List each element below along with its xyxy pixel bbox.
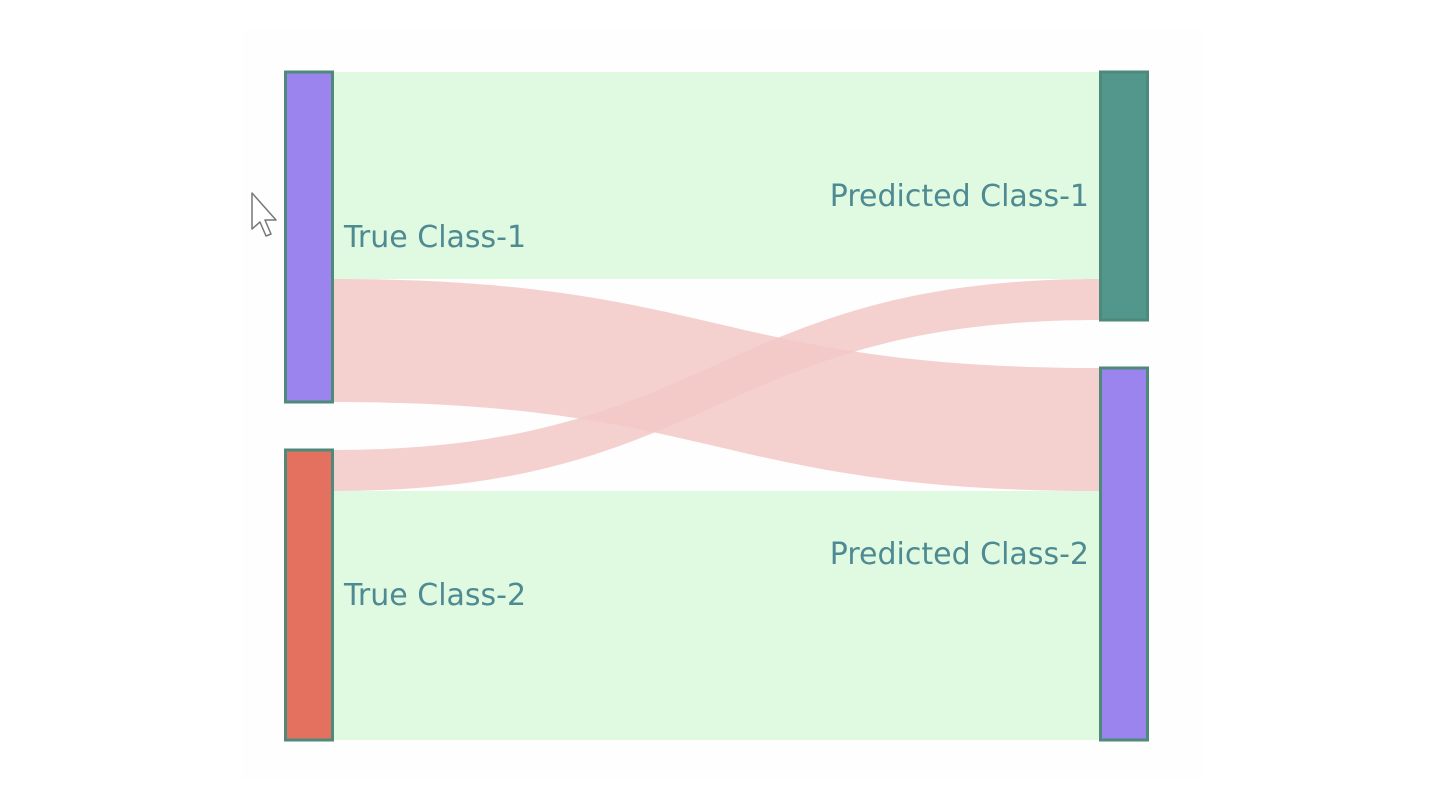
node-pred2[interactable]: [1099, 366, 1149, 742]
links-layer: [334, 72, 1099, 740]
mouse-cursor-icon: [251, 192, 277, 237]
labels-layer: True Class-1 True Class-2 Predicted Clas…: [343, 179, 1089, 613]
link-true1-to-pred1[interactable]: [334, 72, 1099, 279]
node-label-true-class-1: True Class-1: [343, 220, 526, 255]
node-true1[interactable]: [284, 70, 334, 404]
nodes-layer: [284, 70, 1149, 742]
node-true2[interactable]: [284, 448, 334, 742]
node-pred1[interactable]: [1099, 70, 1149, 322]
link-true2-to-pred1[interactable]: [334, 279, 1099, 491]
node-label-predicted-class-2: Predicted Class-2: [830, 537, 1089, 572]
node-label-true-class-2: True Class-2: [343, 578, 526, 613]
node-label-predicted-class-1: Predicted Class-1: [830, 179, 1089, 214]
link-true2-to-pred2[interactable]: [334, 491, 1099, 740]
